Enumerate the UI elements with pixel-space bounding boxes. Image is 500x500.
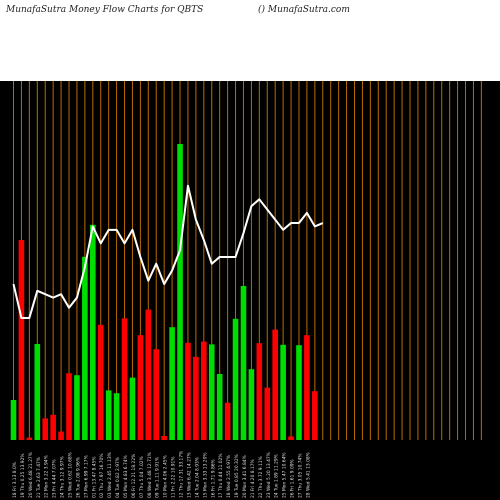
money-flow-bar — [169, 327, 175, 440]
money-flow-bar — [50, 414, 56, 440]
money-flow-bar — [177, 144, 183, 440]
money-flow-bar — [185, 342, 191, 440]
money-flow-bar — [82, 256, 88, 440]
x-tick-label: 08 Wed 3.48 12.71% — [147, 452, 153, 498]
money-flow-bar — [113, 393, 120, 440]
money-flow-bar — [216, 374, 223, 440]
x-tick-label: 12 Thu 17.31 33.17% — [179, 451, 185, 498]
money-flow-chart: 18 Fri 3.13 8.0% 19 Thu 0.25 13.92% 20 Wed… — [0, 81, 500, 500]
money-flow-bar — [153, 349, 160, 440]
money-flow-bar — [288, 436, 294, 440]
money-flow-bar — [304, 335, 310, 440]
x-tick-label: 14 Tue 2.04 8.93% — [194, 457, 200, 498]
x-tick-label: 16 Fri 1.71 9.86% — [210, 459, 216, 498]
x-tick-label: 28 Wed 5.41 13.08% — [305, 452, 311, 498]
x-tick-label: 06 Fri 12.21 18.22% — [131, 454, 137, 498]
x-tick-label: 22 Thu 3.72 9.11% — [258, 456, 264, 498]
x-tick-label: 21 Fri 4.20 8.17% — [250, 459, 256, 498]
price-line — [12, 184, 324, 319]
x-tick-label: 26 Tue 2.08 9.96% — [75, 457, 81, 498]
money-flow-bar — [42, 418, 49, 440]
chart-site-title: MunafaSutra Money Flow Charts for QBTS — [6, 5, 204, 15]
money-flow-bar — [201, 341, 207, 440]
money-flow-bar — [232, 318, 239, 440]
money-flow-bar — [208, 344, 215, 440]
x-tick-label: 20 Wed 6.48 21.27% — [28, 452, 34, 498]
money-flow-bar — [105, 390, 112, 440]
money-flow-bar — [18, 240, 25, 440]
x-tick-label: 18 Wed 2.55 4.97% — [226, 455, 232, 498]
x-tick-label: 04 Tue 0.82 2.97% — [115, 457, 121, 498]
money-flow-bar — [272, 329, 278, 440]
money-flow-bar — [121, 318, 128, 440]
x-tick-label: 25 Mon 5.47 10.64% — [282, 452, 288, 498]
x-tick-label: 02 Thu 7.97 16.70% — [99, 453, 105, 498]
money-flow-bar — [248, 369, 255, 440]
money-flow-bar — [193, 356, 199, 440]
money-flow-bar — [66, 373, 72, 440]
x-tick-label: 07 Thu 5.04 7.02% — [139, 456, 145, 498]
money-flow-bar — [312, 391, 318, 440]
x-tick-label: 20 Mon 3.41 6.84% — [242, 455, 248, 498]
money-flow-bar — [58, 431, 64, 440]
x-tick-label: 09 Tue 1.11 9.91% — [155, 457, 161, 498]
money-flow-bar — [137, 335, 144, 440]
x-tick-label: 21 Tue 2.63 7.47% — [36, 457, 42, 498]
x-tick-label: 24 Tue 1.89 11.29% — [274, 454, 280, 498]
x-tick-label: 23 Fri 4.44 7.07% — [52, 459, 58, 498]
money-flow-bar — [90, 224, 96, 440]
x-tick-label: 27 Thu 3.05 10.74% — [297, 453, 303, 498]
money-flow-bar — [256, 343, 263, 440]
x-tick-label: 26 Fri 1.61 9.09% — [290, 459, 296, 498]
money-flow-bar — [145, 309, 152, 440]
x-tick-label: 19 Tue 0.85 20.32% — [234, 454, 240, 498]
money-flow-chart-svg: 18 Fri 3.13 8.0% 19 Thu 0.25 13.92% 20 Wed… — [0, 81, 500, 500]
money-flow-bar — [10, 400, 17, 440]
x-tick-label: 23 Wed 5.20 13.47% — [266, 452, 272, 498]
x-tick-label: 25 Wed 0.62 10.68% — [68, 452, 74, 498]
x-tick-label: 05 Mon 4.83 6.74% — [123, 455, 129, 498]
money-flow-bar — [264, 387, 271, 440]
money-flow-bar — [34, 344, 41, 440]
chart-site-url: () MunafaSutra.com — [258, 5, 350, 15]
money-flow-bar — [296, 345, 302, 440]
x-tick-label: 10 Mon 4.06 2.45% — [163, 455, 169, 498]
money-flow-bar — [26, 437, 33, 440]
x-tick-label: 18 Fri 3.13 8.0% — [12, 462, 18, 498]
x-tick-label: 17 Thu 0.44 11.02% — [218, 453, 224, 498]
x-tick-label: 01 Fri 13.47 8.45% — [91, 456, 97, 498]
x-tick-label: 15 Mon 3.33 13.20% — [202, 452, 208, 498]
money-flow-bar — [97, 324, 104, 440]
x-tick-label: 27 Mon 6.99 7.17% — [83, 455, 89, 498]
x-tick-label: 22 Mon 3.22 3.94% — [44, 455, 50, 498]
money-flow-bar — [161, 436, 167, 440]
x-tick-label: 24 Thu 3.12 9.97% — [60, 456, 66, 498]
money-flow-bar — [74, 375, 80, 440]
money-flow-bar — [129, 377, 136, 440]
x-tick-label: 13 Wed 6.42 14.27% — [186, 452, 192, 498]
x-tick-label: 19 Thu 0.25 13.92% — [20, 453, 26, 498]
money-flow-bar — [224, 402, 231, 440]
money-flow-bar — [280, 344, 286, 440]
x-tick-label: 11 Fri 2.22 10.91% — [171, 456, 177, 498]
x-tick-label: 03 Wed 2.45 11.13% — [107, 452, 113, 498]
money-flow-bar — [240, 286, 247, 440]
